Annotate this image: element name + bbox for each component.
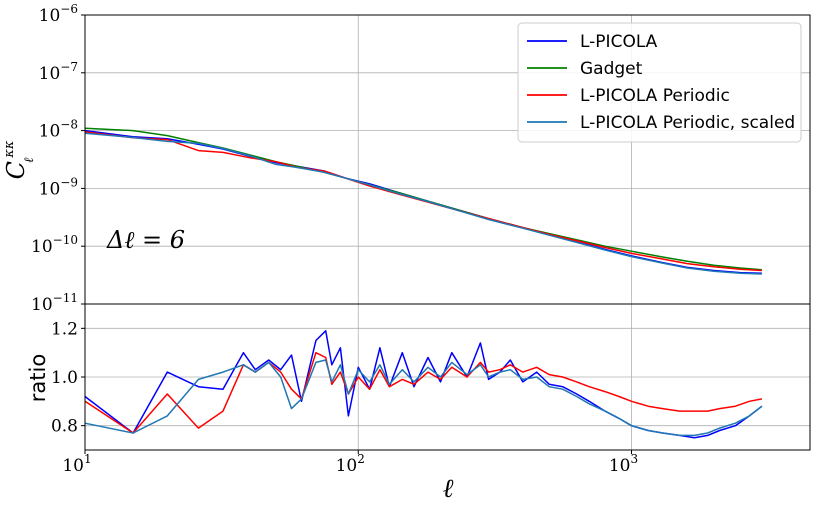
x-tick-label: 103 <box>609 452 638 476</box>
bottom-y-axis-title: ratio <box>26 354 50 402</box>
bottom-series-line-0 <box>84 330 763 439</box>
top-y-tick-label: 10−8 <box>39 118 78 142</box>
top-y-tick-label: 10−10 <box>31 233 78 257</box>
top-y-ticks: 10−6 10−7 10−8 10−9 10−10 10−11 <box>31 2 85 315</box>
x-tick-label: 101 <box>62 452 91 476</box>
legend-label-1: Gadget <box>580 59 643 79</box>
bottom-series-line-2 <box>84 359 763 437</box>
x-axis-title: ℓ <box>443 474 454 504</box>
legend-label-3: L-PICOLA Periodic, scaled <box>580 113 795 133</box>
legend-label-2: L-PICOLA Periodic <box>580 86 730 106</box>
top-series-line-1 <box>84 127 762 271</box>
bottom-series-line-1 <box>84 351 763 434</box>
top-y-tick-label: 10−7 <box>39 60 78 84</box>
bottom-y-tick-label: 1.0 <box>51 368 78 388</box>
legend-box <box>517 22 802 143</box>
bottom-y-tick-label: 1.2 <box>51 319 78 339</box>
bottom-series-group <box>84 330 763 439</box>
top-y-tick-label: 10−6 <box>39 2 78 26</box>
legend: L-PICOLA Gadget L-PICOLA Periodic L-PICOLA … <box>517 22 802 143</box>
legend-label-0: L-PICOLA <box>580 32 658 52</box>
x-ticks: 101 102 103 <box>62 450 638 476</box>
x-tick-label: 102 <box>336 452 365 476</box>
top-y-tick-label: 10−11 <box>31 291 78 315</box>
bottom-y-ticks: 0.8 1.0 1.2 <box>51 319 85 437</box>
bottom-y-tick-label: 0.8 <box>51 417 78 437</box>
top-series-line-0 <box>84 129 762 275</box>
svg-text:Cℓκκ: Cℓκκ <box>2 140 37 179</box>
top-y-tick-label: 10−9 <box>39 175 78 199</box>
top-series-group <box>84 127 762 275</box>
top-y-axis-title: Cℓκκ <box>2 140 37 179</box>
annotation-delta-ell: Δℓ = 6 <box>106 226 185 254</box>
bottom-grid <box>85 304 810 450</box>
top-series-line-2 <box>84 131 762 272</box>
top-series-line-3 <box>84 132 762 275</box>
